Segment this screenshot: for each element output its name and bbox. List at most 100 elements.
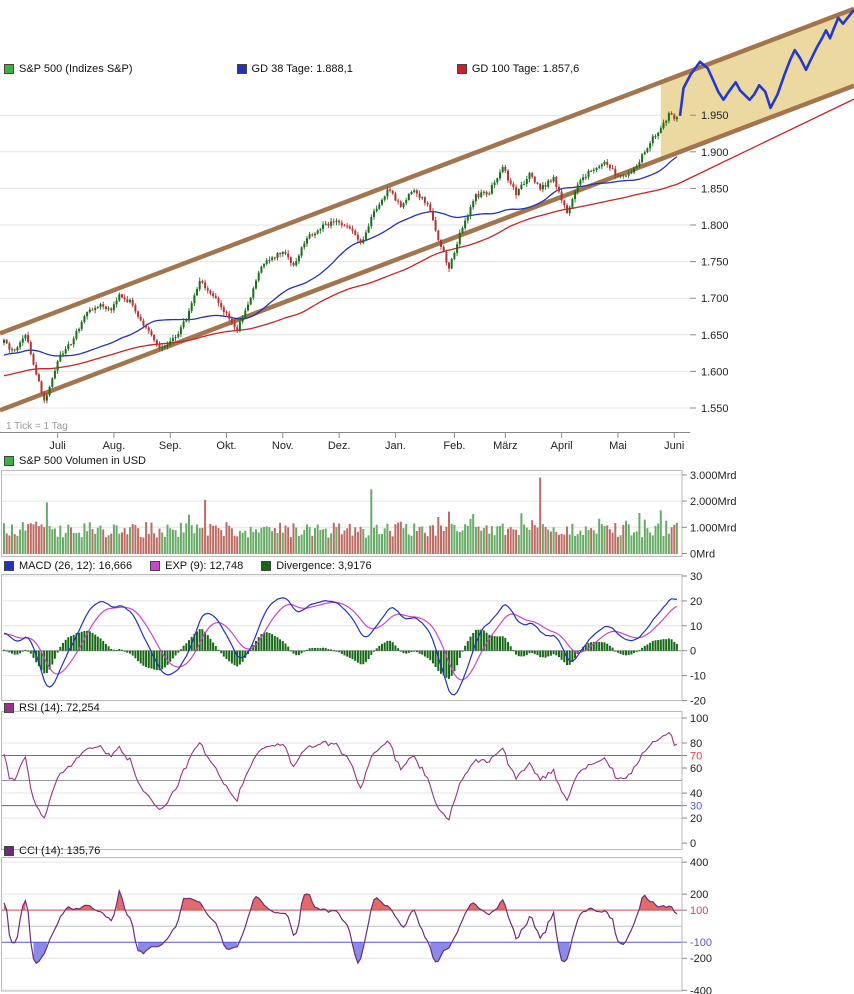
volume-bar: [327, 537, 330, 554]
candle-body: [590, 170, 593, 172]
macd-panel: [2, 575, 682, 701]
candle-body: [129, 300, 131, 303]
macd-hist-bar: [185, 643, 188, 651]
volume-bar: [169, 528, 172, 554]
volume-bar: [638, 513, 641, 554]
volume-bar: [196, 524, 198, 554]
macd-hist-bar: [657, 640, 660, 651]
candle-body: [566, 205, 568, 214]
macd-hist-bar: [287, 646, 290, 651]
volume-bar: [322, 529, 324, 554]
candle-body: [659, 128, 662, 133]
volume-bar: [472, 514, 475, 554]
volume-bar: [490, 526, 493, 554]
volume-bar: [587, 530, 590, 554]
price-axis-label: 1.650: [701, 330, 729, 342]
volume-bar: [469, 518, 472, 554]
candle-body: [592, 169, 595, 171]
candle-body: [397, 200, 400, 202]
candle-body: [582, 177, 585, 181]
macd-hist-bar: [461, 650, 464, 652]
candle-body: [11, 349, 13, 351]
volume-bar: [110, 533, 113, 554]
macd-color-swatch: [4, 561, 14, 571]
candle-body: [289, 257, 292, 263]
volume-bar: [598, 518, 601, 554]
macd-hist-bar: [13, 650, 16, 655]
candle-body: [474, 194, 477, 202]
macd-hist-bar: [284, 643, 287, 651]
volume-axis-label: 3.000Mrd: [690, 470, 736, 482]
volume-bar: [482, 527, 485, 554]
gd100-legend-label: GD 100 Tage: 1.857,6: [471, 63, 580, 75]
macd-hist-bar: [458, 650, 461, 658]
macd-hist-bar: [214, 646, 217, 651]
month-axis-label: Aug.: [103, 440, 126, 452]
candle-body: [375, 208, 378, 212]
macd-hist-bar: [456, 650, 459, 666]
volume-bar: [611, 532, 614, 554]
macd-hist-bar: [394, 645, 397, 651]
macd-hist-bar: [53, 650, 56, 659]
macd-hist-bar: [453, 650, 456, 672]
macd-hist-bar: [145, 650, 148, 667]
macd-hist-bar: [142, 650, 145, 666]
macd-hist-bar: [619, 650, 622, 654]
macd-hist-bar: [654, 640, 657, 651]
candle-body: [303, 243, 306, 248]
candle-body: [346, 225, 349, 227]
candle-body: [603, 161, 606, 165]
volume-bar: [142, 537, 145, 554]
candle-body: [163, 346, 166, 348]
macd-hist-bar: [630, 650, 633, 655]
volume-bar: [8, 535, 11, 554]
candle-body: [472, 201, 475, 208]
candle-body: [35, 364, 38, 375]
macd-hist-bar: [367, 650, 370, 659]
candle-body: [571, 199, 574, 208]
rsi-axis-label: 60: [690, 763, 702, 775]
month-axis-label: März: [493, 440, 517, 452]
candle-body: [480, 192, 483, 198]
volume-bar: [220, 530, 223, 554]
macd-hist-bar: [517, 650, 520, 657]
macd-hist-bar: [182, 645, 185, 651]
cci-line: [3, 888, 678, 965]
volume-bar: [11, 524, 13, 554]
macd-hist-bar: [78, 632, 81, 651]
candle-body: [233, 322, 236, 328]
volume-bar: [383, 528, 386, 554]
candle-body: [399, 201, 402, 207]
candle-body: [196, 289, 198, 296]
candle-body: [584, 176, 587, 178]
candle-body: [673, 114, 676, 120]
volume-bar: [370, 489, 373, 554]
sp500-legend-label: S&P 500 (Indizes S&P): [19, 63, 133, 75]
rsi-legend: RSI (14): 72,254: [4, 702, 118, 714]
candle-body: [83, 316, 86, 322]
volume-bar: [249, 526, 252, 554]
volume-legend: S&P 500 Volumen in USD: [4, 455, 164, 467]
volume-bar: [504, 535, 507, 554]
month-axis-label: Juni: [664, 440, 684, 452]
macd-panel-border: [1, 574, 683, 701]
candle-body: [611, 168, 614, 170]
macd-hist-bar: [568, 650, 571, 665]
macd-hist-bar: [107, 646, 110, 651]
candle-body: [188, 310, 190, 321]
candle-body: [43, 393, 46, 401]
price-axis-label: 1.550: [701, 403, 729, 415]
candle-body: [563, 200, 566, 206]
macd-hist-bar: [311, 647, 314, 651]
candle-body: [265, 260, 268, 264]
candle-body: [121, 294, 123, 298]
volume-bar: [64, 532, 67, 554]
candle-body: [311, 234, 314, 236]
candle-body: [222, 307, 225, 312]
trend-channel-lower-line: [0, 83, 854, 413]
cci-oversold-fill: [12, 942, 624, 964]
volume-bar: [32, 524, 35, 554]
volume-bar: [281, 532, 284, 554]
volume-bar: [359, 526, 362, 554]
macd-hist-bar: [437, 650, 440, 671]
